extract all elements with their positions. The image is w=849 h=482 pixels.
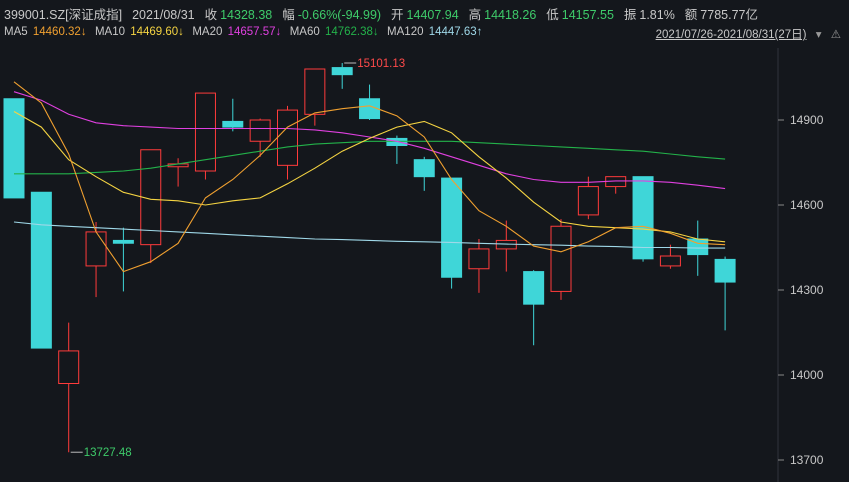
ma120-label: MA120 (387, 26, 424, 38)
change-label: 幅 (282, 8, 295, 22)
ma60-line (14, 140, 726, 175)
amount-label: 额 (684, 8, 698, 22)
candle-down (523, 271, 545, 305)
y-axis: 14900 14600 14300 14000 13700 (777, 48, 824, 482)
candle-up (85, 231, 107, 267)
ma-legend: MA5 14460.32↓ MA10 14469.60↓ MA20 14657.… (4, 26, 484, 38)
candle-up (58, 350, 80, 384)
ma60-value: 14762.38↓ (324, 26, 379, 38)
close-value: 14328.38 (220, 8, 273, 22)
candle-down (30, 191, 52, 349)
candle-up (194, 92, 216, 172)
candle-up (577, 186, 599, 216)
candle-down (3, 98, 25, 199)
ma120-line (13, 221, 726, 249)
low-value: 14157.55 (561, 8, 614, 22)
change-value: -0.66%(-94.99) (297, 8, 382, 22)
date-range-bar: 2021/07/26-2021/08/31(27日) ▾ ⚠ (656, 26, 841, 42)
high-label: 高 (468, 8, 482, 22)
ma5-label: MA5 (4, 26, 28, 38)
candle-down (331, 67, 353, 76)
ma60-label: MA60 (289, 26, 320, 38)
candle-down (112, 239, 134, 244)
candle-down (413, 159, 435, 178)
date-range[interactable]: 2021/07/26-2021/08/31(27日) (655, 29, 807, 41)
candle-down (714, 258, 736, 283)
candles (3, 63, 736, 453)
y-tick-label: 14300 (790, 283, 824, 297)
amplitude-value: 1.81% (639, 8, 675, 22)
candle-up (304, 68, 326, 115)
ma20-label: MA20 (192, 26, 223, 38)
low-marker-label: 13727.48 (84, 447, 132, 459)
y-tick-label: 14900 (790, 113, 824, 127)
extreme-markers: 15101.13 13727.48 (70, 58, 405, 459)
candle-down (222, 120, 244, 128)
ma5-value: 14460.32↓ (32, 26, 87, 38)
high-marker-label: 15101.13 (357, 58, 405, 70)
ma-lines (13, 81, 726, 273)
triangle-warning-icon[interactable]: ⚠ (830, 29, 841, 41)
amount-value: 7785.77亿 (700, 8, 758, 22)
high-value: 14418.26 (484, 8, 537, 22)
y-tick-label: 14600 (790, 198, 824, 212)
candle-down (386, 137, 408, 147)
close-label: 收 (204, 8, 218, 22)
quote-date: 2021/08/31 (132, 8, 195, 22)
candle-up (550, 225, 572, 292)
symbol-code[interactable]: 399001.SZ[深证成指] (4, 8, 123, 22)
open-label: 开 (391, 8, 404, 22)
candle-down (359, 98, 381, 120)
ma10-line (13, 111, 726, 243)
ma10-value: 14469.60↓ (130, 26, 184, 38)
candle-up (468, 248, 490, 270)
quote-header: 399001.SZ[深证成指] 2021/08/31 收 14328.38 幅 -0… (4, 4, 761, 23)
chevron-down-icon[interactable]: ▾ (815, 29, 822, 41)
open-value: 14407.94 (406, 8, 459, 22)
y-tick-label: 14000 (790, 368, 824, 382)
candle-up (659, 255, 681, 267)
candle-down (632, 176, 654, 260)
candle-down (687, 238, 709, 256)
ma5-line (13, 81, 726, 273)
y-tick-label: 13700 (790, 453, 824, 467)
amplitude-label: 振 (623, 8, 637, 22)
ma20-value: 14657.57↓ (227, 26, 282, 38)
ma10-label: MA10 (94, 26, 126, 38)
candle-down (441, 177, 463, 278)
ma120-value: 14447.63↑ (428, 26, 483, 38)
ma20-line (13, 91, 726, 190)
low-label: 低 (546, 8, 559, 22)
candle-up (277, 109, 298, 166)
candle-up (249, 119, 271, 142)
